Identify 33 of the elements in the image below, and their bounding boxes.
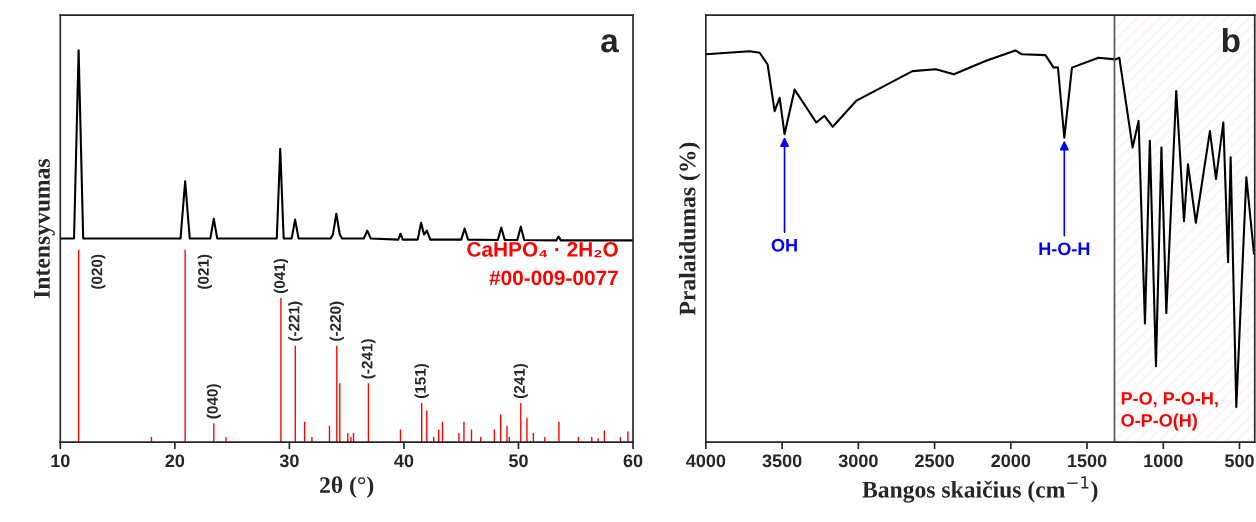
x-axis-title: Bangos skaičius (cm$^{−1}$): [862, 476, 1098, 503]
annotation: (-221): [288, 301, 303, 341]
x-tick-label: 40: [394, 454, 414, 468]
x-tick-label: 20: [165, 454, 185, 468]
y-axis-title: Intensyvumas: [34, 159, 55, 299]
text: CaHPO₄ · 2H₂O #00-009-0077: [467, 242, 618, 286]
x-tick-label: 1000: [1144, 454, 1183, 468]
annotation: (021): [197, 254, 212, 289]
x-tick-label: 3500: [762, 454, 802, 468]
x-tick-label: 500: [1224, 454, 1254, 468]
x-tick-label: 30: [279, 454, 299, 468]
x-tick-label: 2500: [915, 454, 954, 468]
annotation: H-O-H: [1039, 242, 1090, 256]
annotation: a: [601, 34, 619, 53]
annotation: OH: [771, 238, 797, 252]
x-tick-label: 10: [51, 454, 70, 468]
annotation: (241): [513, 363, 528, 399]
x-tick-label: 50: [508, 454, 528, 468]
x-tick-label: 60: [623, 454, 643, 468]
y-axis-title: Pralaidumas (%): [678, 142, 701, 316]
annotation: (151): [414, 363, 429, 399]
x-tick-label: 3000: [838, 454, 878, 468]
annotation: (040): [206, 384, 221, 419]
annotation: (020): [91, 254, 106, 289]
annotation: b: [1222, 27, 1240, 53]
x-tick-label: 2000: [991, 454, 1031, 468]
x-tick-label: 4000: [686, 454, 726, 468]
band-label: P-O, P-O-H, O-P-O(H): [1121, 391, 1218, 431]
annotation: (041): [273, 258, 289, 294]
annotation: (-220): [329, 301, 344, 341]
annotation: (-241): [361, 339, 376, 379]
x-axis-title: 2θ (°): [320, 476, 374, 498]
x-tick-label: 1500: [1068, 454, 1107, 468]
